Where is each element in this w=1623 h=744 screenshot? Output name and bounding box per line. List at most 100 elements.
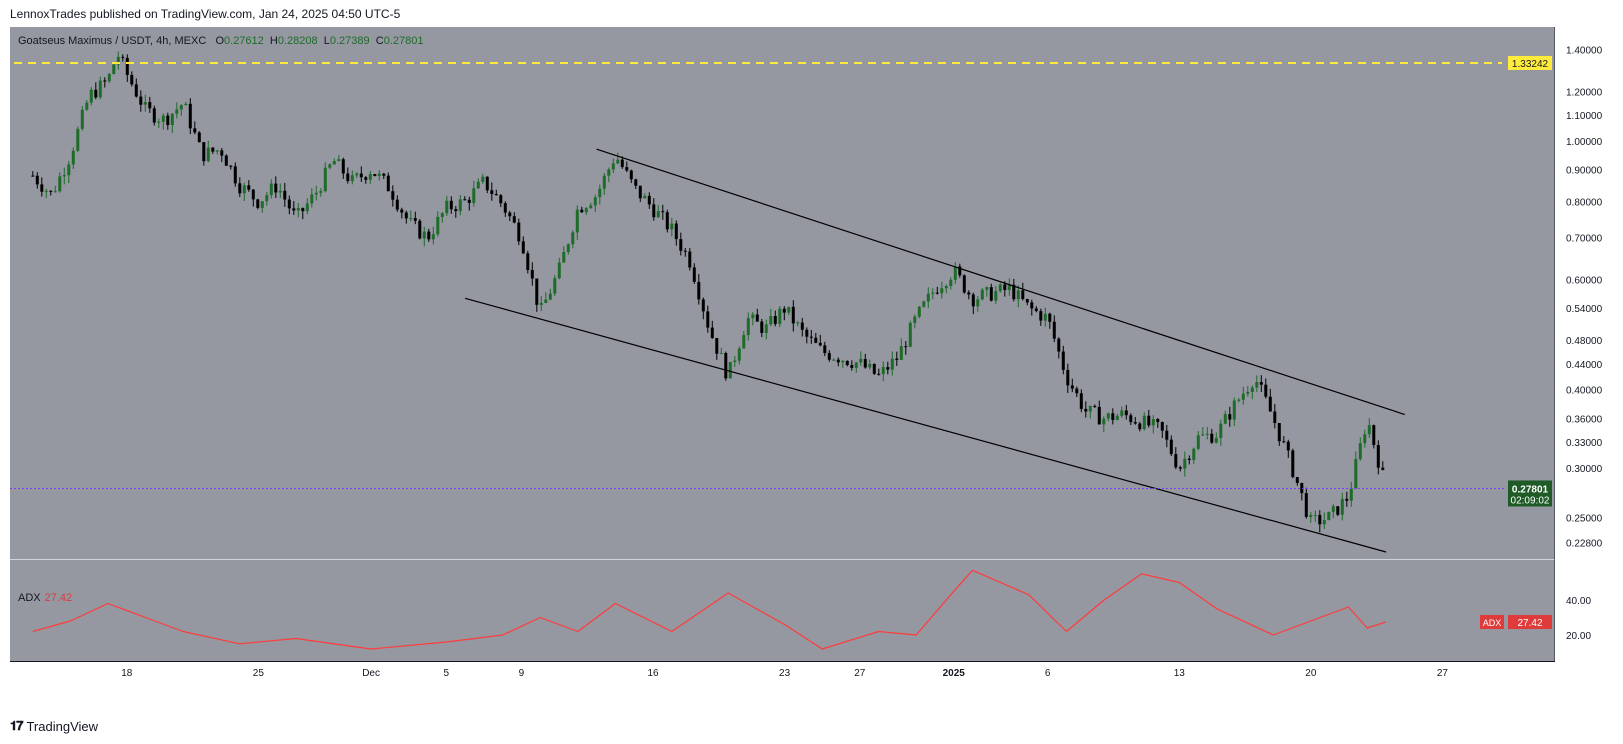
- adx-legend[interactable]: ADX 27.42: [18, 592, 72, 604]
- adx-badge-name: ADX: [1483, 618, 1502, 628]
- candle-body: [1039, 311, 1043, 321]
- price-tick-label: 0.40000: [1566, 386, 1603, 397]
- candle-body: [526, 253, 530, 270]
- price-tick-label: 1.00000: [1566, 137, 1603, 148]
- level-price-label: 1.33242: [1512, 59, 1549, 70]
- candle-body: [80, 109, 84, 129]
- price-tick-label: 0.90000: [1566, 165, 1603, 176]
- price-scale-background[interactable]: [1555, 27, 1623, 661]
- candle-body: [103, 80, 107, 82]
- candle-body: [1268, 396, 1272, 412]
- candle-body: [1327, 511, 1331, 521]
- symbol-legend[interactable]: Goatseus Maximus / USDT, 4h, MEXC O0.276…: [18, 35, 423, 47]
- price-tick-label: 0.33000: [1566, 438, 1603, 449]
- candle-body: [800, 322, 804, 330]
- candle-body: [1309, 514, 1313, 517]
- candle-body: [553, 278, 557, 294]
- candle-body: [130, 74, 134, 85]
- candle-body: [1102, 418, 1106, 425]
- candle-body: [98, 80, 102, 98]
- candle-body: [557, 262, 561, 279]
- candle-body: [1250, 387, 1254, 393]
- candle-body: [1012, 284, 1016, 300]
- candle-body: [1304, 493, 1308, 517]
- candle-body: [679, 239, 683, 251]
- candle-body: [413, 218, 417, 221]
- candle-body: [661, 211, 665, 213]
- candle-body: [1358, 443, 1362, 460]
- candle-body: [854, 362, 858, 368]
- candle-body: [877, 373, 881, 375]
- candle-body: [809, 336, 813, 338]
- candle-body: [323, 167, 327, 192]
- candle-body: [823, 345, 827, 354]
- candle-body: [31, 175, 35, 177]
- candle-body: [940, 288, 944, 294]
- candle-body: [1088, 405, 1092, 412]
- candle-body: [989, 287, 993, 301]
- channel-lines[interactable]: [464, 148, 1406, 553]
- candle-body: [701, 299, 705, 312]
- time-tick-label: 20: [1305, 668, 1317, 679]
- candle-body: [665, 212, 669, 230]
- candle-body: [971, 294, 975, 307]
- candle-body: [1016, 290, 1020, 300]
- candle-body: [1160, 422, 1164, 431]
- price-tick-label: 0.44000: [1566, 360, 1603, 371]
- candle-body: [229, 165, 233, 167]
- candle-body: [467, 199, 471, 203]
- candle-body: [1070, 385, 1074, 389]
- candle-body: [62, 175, 66, 177]
- candle-body: [1246, 392, 1250, 394]
- level-price-badge: [1508, 55, 1552, 70]
- candle-body: [301, 208, 305, 212]
- candle-body: [845, 360, 849, 366]
- adx-pane-background: [10, 560, 1555, 661]
- high-value: 0.28208: [277, 35, 318, 47]
- candle-body: [688, 251, 692, 268]
- candle-body: [1313, 514, 1317, 516]
- candle-body: [332, 161, 336, 165]
- time-tick-label: 13: [1174, 668, 1186, 679]
- candle-body: [859, 358, 863, 363]
- candle-body: [157, 121, 161, 123]
- candle-body: [607, 169, 611, 176]
- candle-body: [1138, 423, 1142, 430]
- candle-body: [769, 316, 773, 325]
- candle-body: [269, 183, 273, 196]
- candle-body: [1210, 433, 1214, 443]
- candle-body: [1084, 408, 1088, 412]
- candle-body: [296, 208, 300, 211]
- candle-body: [67, 164, 71, 176]
- candle-body: [985, 287, 989, 290]
- candle-body: [638, 185, 642, 199]
- candle-body: [1115, 415, 1119, 420]
- candle-body: [697, 281, 701, 300]
- candle-body: [76, 128, 80, 151]
- candle-body: [949, 279, 953, 287]
- time-axis-background[interactable]: [10, 661, 1555, 688]
- time-tick-label: 25: [253, 668, 265, 679]
- price-tick-label: 0.30000: [1566, 464, 1603, 475]
- candle-body: [944, 286, 948, 289]
- candle-body: [1291, 450, 1295, 478]
- candle-body: [1165, 430, 1169, 440]
- time-tick-label: 27: [854, 668, 866, 679]
- candle-body: [409, 218, 413, 220]
- candle-body: [512, 216, 516, 223]
- candle-body: [319, 191, 323, 193]
- candle-body: [1025, 298, 1029, 303]
- candle-body: [787, 306, 791, 313]
- price-tick-label: 1.40000: [1566, 46, 1603, 57]
- candle-body: [238, 183, 242, 194]
- candle-body: [193, 128, 197, 133]
- candle-body: [170, 113, 174, 126]
- adx-badge-value: 27.42: [1517, 618, 1542, 629]
- high-label: H: [269, 35, 278, 47]
- candle-body: [161, 115, 165, 122]
- candle-body: [791, 306, 795, 324]
- candle-body: [1201, 434, 1205, 436]
- candle-body: [472, 188, 476, 203]
- candle-body: [1264, 384, 1268, 397]
